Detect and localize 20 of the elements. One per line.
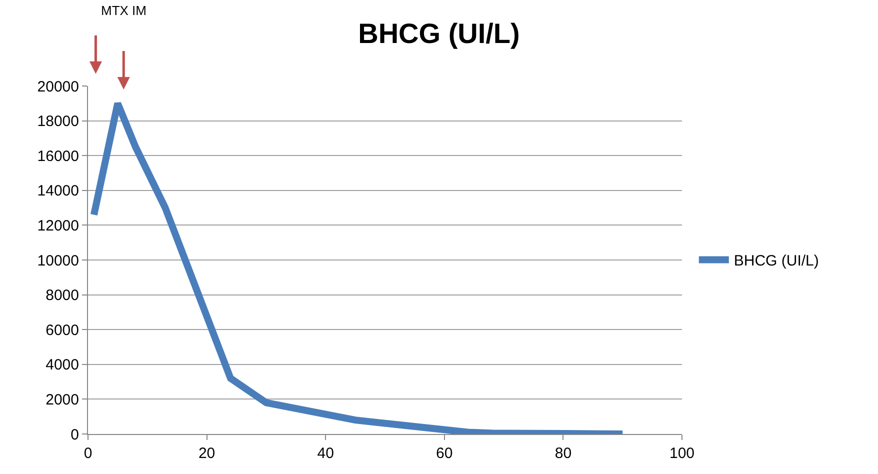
chart-title: BHCG (UI/L) bbox=[358, 18, 520, 49]
x-tick-label: 60 bbox=[436, 445, 453, 462]
y-tick-label: 12000 bbox=[37, 217, 79, 234]
x-tick-label: 100 bbox=[669, 445, 695, 462]
y-tick-label: 18000 bbox=[37, 113, 79, 130]
y-tick-label: 20000 bbox=[37, 78, 79, 96]
text: MTX IM bbox=[101, 3, 146, 18]
y-tick-label: 0 bbox=[70, 426, 79, 444]
y-tick-label: 14000 bbox=[37, 182, 79, 200]
y-tick-label: 4000 bbox=[46, 356, 79, 374]
y-tick-label: 10000 bbox=[37, 252, 79, 270]
x-tick-label: 40 bbox=[317, 445, 334, 462]
legend-label: BHCG (UI/L) bbox=[734, 252, 819, 270]
x-tick-label: 20 bbox=[198, 445, 216, 462]
y-tick-label: 16000 bbox=[37, 148, 79, 165]
y-tick-label: 6000 bbox=[46, 322, 79, 339]
x-tick-label: 80 bbox=[554, 445, 572, 462]
x-tick-label: 0 bbox=[84, 445, 92, 462]
y-tick-label: 8000 bbox=[46, 287, 79, 304]
y-tick-label: 2000 bbox=[46, 391, 79, 408]
